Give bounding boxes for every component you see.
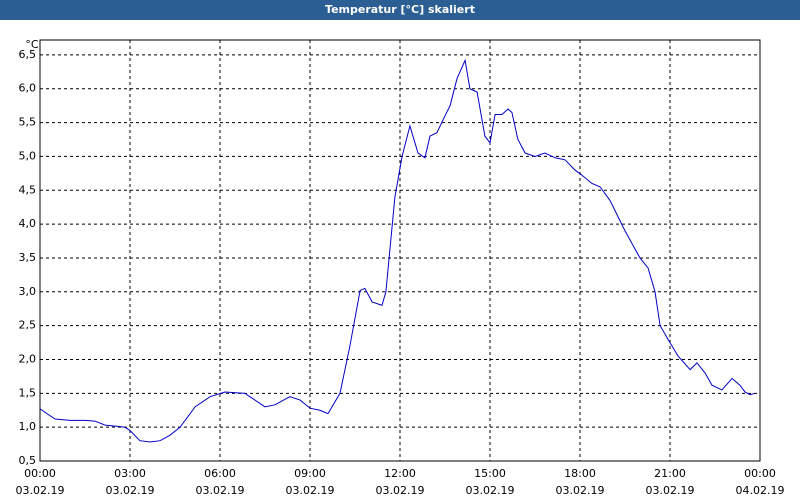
x-tick-label: 06:00: [204, 467, 236, 480]
x-tick-label: 21:00: [654, 467, 686, 480]
y-tick-label: 2,5: [19, 319, 37, 332]
y-tick-label: 4,0: [19, 217, 37, 230]
y-tick-label: 5,5: [19, 116, 37, 129]
x-tick-date: 03.02.19: [106, 484, 155, 497]
x-tick-date: 03.02.19: [16, 484, 65, 497]
y-tick-label: 4,5: [19, 183, 37, 196]
x-tick-label: 18:00: [564, 467, 596, 480]
y-tick-label: 3,0: [19, 285, 37, 298]
x-tick-date: 03.02.19: [556, 484, 605, 497]
x-tick-date: 03.02.19: [646, 484, 695, 497]
y-tick-label: 5,0: [19, 149, 37, 162]
x-tick-date: 03.02.19: [376, 484, 425, 497]
x-tick-label: 12:00: [384, 467, 416, 480]
x-tick-label: 15:00: [474, 467, 506, 480]
x-tick-label: 09:00: [294, 467, 326, 480]
x-tick-label: 03:00: [114, 467, 146, 480]
y-tick-label: 3,5: [19, 251, 37, 264]
y-tick-label: 1,0: [19, 420, 37, 433]
y-axis-label: °C: [25, 38, 39, 51]
x-tick-date: 04.02.19: [736, 484, 785, 497]
chart-title: Temperatur [°C] skaliert: [0, 0, 800, 20]
x-tick-label: 00:00: [24, 467, 56, 480]
x-tick-date: 03.02.19: [196, 484, 245, 497]
x-tick-date: 03.02.19: [286, 484, 335, 497]
x-tick-date: 03.02.19: [466, 484, 515, 497]
y-tick-label: 1,5: [19, 386, 37, 399]
data-line: [39, 58, 756, 443]
chart: °C 0,5 1,0 1,5 2,0 2,5 3,0 3,5 4,0 4,5 5,0 5,5 6,0 6…: [16, 38, 785, 497]
y-tick-label: 2,0: [19, 352, 37, 365]
y-tick-label: 0,5: [19, 454, 37, 467]
y-tick-label: 6,5: [19, 48, 37, 61]
y-tick-label: 6,0: [19, 82, 37, 95]
x-tick-label: 00:00: [744, 467, 776, 480]
